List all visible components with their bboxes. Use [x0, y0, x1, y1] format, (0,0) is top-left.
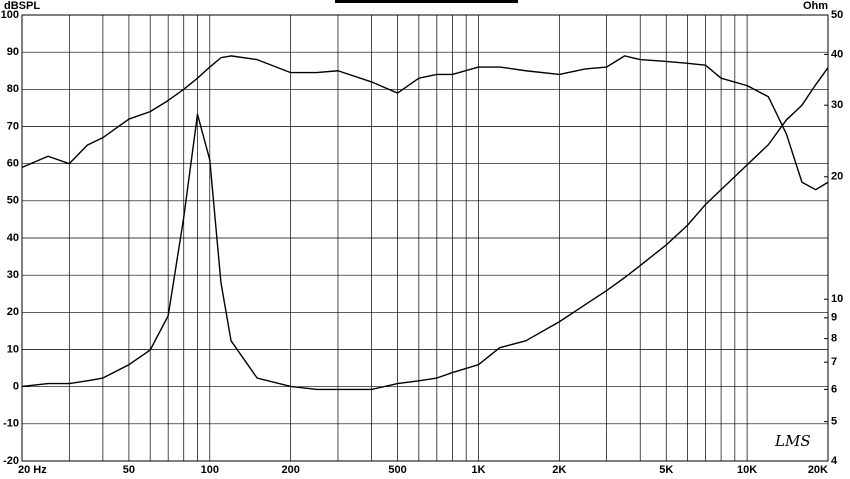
y-tick-label: 10 — [7, 343, 19, 355]
title-bar — [335, 0, 518, 3]
y2-tick-label: 30 — [831, 99, 843, 111]
x-tick-label: 20K — [808, 464, 828, 476]
x-tick-label: 200 — [281, 464, 299, 476]
x-tick-label: 10K — [737, 464, 757, 476]
y-tick-label: -20 — [3, 455, 19, 467]
y2-tick-label: 4 — [831, 455, 838, 467]
y-tick-label: 0 — [13, 381, 19, 393]
impedance-line — [21, 67, 829, 391]
y2-tick-label: 50 — [831, 9, 843, 21]
y-tick-label: 70 — [7, 120, 19, 132]
y2-tick-label: 10 — [831, 293, 843, 305]
y2-axis-label: Ohm — [803, 0, 828, 12]
x-tick-label: 50 — [123, 464, 135, 476]
watermark: LMS — [774, 432, 811, 450]
spl-line — [21, 55, 829, 191]
x-tick-label: 100 — [201, 464, 219, 476]
y-tick-label: 90 — [7, 46, 19, 58]
y2-tick-label: 7 — [831, 356, 837, 368]
y2-tick-label: 40 — [831, 48, 843, 60]
y2-tick-label: 20 — [831, 171, 843, 183]
y2-tick-label: 5 — [831, 416, 837, 428]
y-tick-label: 50 — [7, 195, 19, 207]
y-axis-label: dBSPL — [4, 0, 40, 12]
y2-tick-label: 6 — [831, 383, 837, 395]
y-tick-label: 40 — [7, 232, 19, 244]
y-tick-label: 20 — [7, 306, 19, 318]
y2-tick-label: 9 — [831, 312, 837, 324]
y-tick-label: 30 — [7, 269, 19, 281]
y-tick-label: 100 — [1, 9, 19, 21]
y-tick-label: -10 — [3, 418, 19, 430]
y2-tick-label: 8 — [831, 333, 837, 345]
x-tick-label: 1K — [471, 464, 485, 476]
x-tick-label: 5K — [659, 464, 673, 476]
y-tick-label: 60 — [7, 158, 19, 170]
x-tick-label: 500 — [388, 464, 406, 476]
x-tick-label: 2K — [552, 464, 566, 476]
x-tick-label: 20 Hz — [18, 464, 47, 476]
y-tick-label: 80 — [7, 83, 19, 95]
